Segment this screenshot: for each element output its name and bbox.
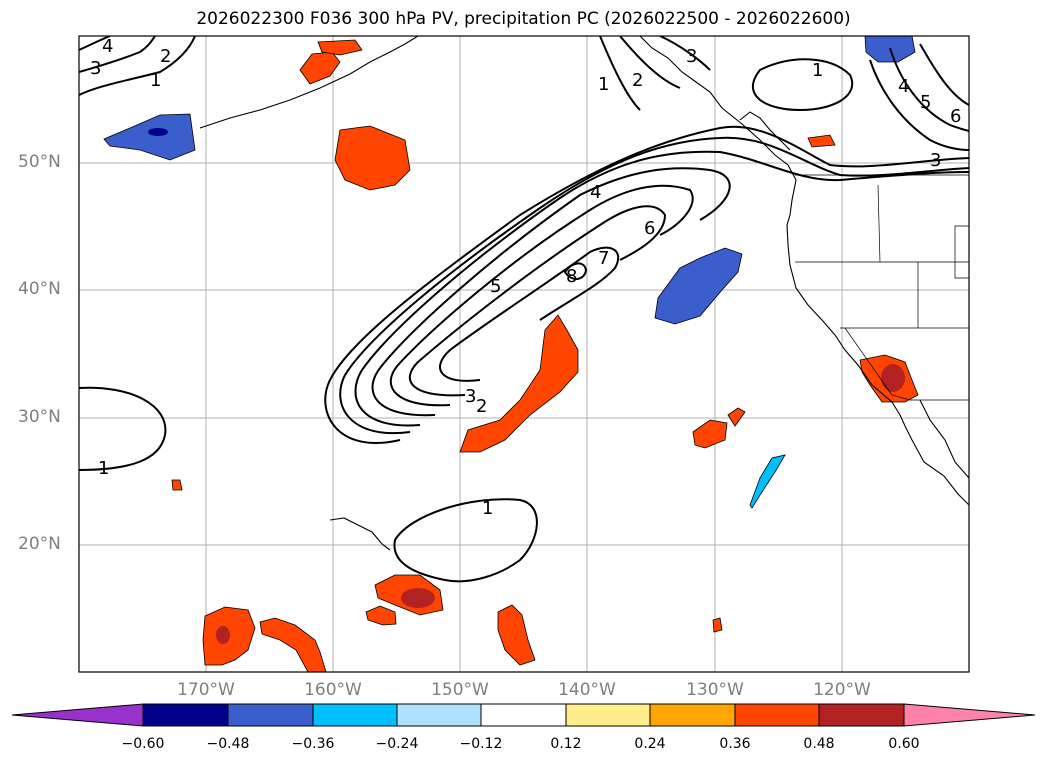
- pv-contour-3: [354, 150, 969, 427]
- pv-label: 3: [465, 386, 476, 407]
- pos-band-frontal: [459, 314, 579, 453]
- neg-blob-aleutian: [103, 113, 196, 161]
- pv-label: 1: [482, 498, 493, 519]
- neg-streak-south: [749, 454, 786, 509]
- pv-contour-n-2: [619, 36, 681, 89]
- pv-labels: 1 2 3 4 5 6 3 1 1 2 3 4 5 6 7 8 4 3 2 1 …: [90, 36, 961, 519]
- lon-label: 120°W: [813, 680, 871, 700]
- pv-contour-6: [408, 205, 667, 397]
- graticule: [79, 36, 969, 672]
- pv-contour-4: [371, 167, 731, 417]
- colorbar-tick-label: 0.48: [803, 736, 835, 752]
- pv-contour-nw-3: [79, 36, 111, 51]
- pv-label: 3: [930, 150, 941, 171]
- colorbar-tick-label: 0.24: [634, 736, 666, 752]
- pv-label: 5: [920, 92, 931, 113]
- lon-label: 140°W: [558, 680, 616, 700]
- map-frame: [78, 35, 970, 673]
- pv-label: 6: [644, 218, 655, 239]
- pv-label: 4: [898, 76, 909, 97]
- lat-label: 20°N: [18, 534, 61, 554]
- pv-contours: [79, 36, 969, 583]
- lon-label: 130°W: [686, 680, 744, 700]
- pv-contour-5: [389, 184, 694, 407]
- neg-blob-east-pacific: [654, 247, 743, 325]
- lat-label: 30°N: [18, 407, 61, 427]
- pv-label: 4: [590, 182, 601, 203]
- pv-label: 3: [90, 58, 101, 79]
- map-panel: 1 2 3 4 5 6 3 1 1 2 3 4 5 6 7 8 4 3 2 1 …: [79, 36, 969, 672]
- pv-label: 6: [950, 106, 961, 127]
- pv-label: 7: [598, 248, 609, 269]
- colorbar-bin: [734, 703, 820, 727]
- colorbar-tick-label: −0.36: [291, 736, 335, 752]
- baja-gulf-coast: [919, 399, 969, 479]
- pv-contour-1: [324, 125, 969, 444]
- lon-label: 170°W: [177, 680, 235, 700]
- pv-contour-west: [79, 386, 167, 471]
- colorbar-bin: [818, 703, 905, 727]
- pv-label: 2: [476, 396, 487, 417]
- lat-label: 40°N: [18, 279, 61, 299]
- coastlines: [199, 36, 969, 551]
- colorbar-tick-label: −0.48: [206, 736, 250, 752]
- pv-contour-n-3: [659, 36, 711, 71]
- colorbar-tick-label: −0.60: [121, 736, 165, 752]
- pv-label: 1: [598, 74, 609, 95]
- colorbar-tick-label: −0.24: [375, 736, 419, 752]
- pv-contour-8: [563, 262, 588, 280]
- lon-label: 150°W: [431, 680, 489, 700]
- colorbar-bin: [396, 703, 482, 727]
- pv-contour-south: [393, 498, 538, 583]
- pv-contour-north-high: [752, 58, 853, 112]
- colorbar-tick-label: −0.12: [459, 736, 503, 752]
- pv-contour-ne-5: [889, 47, 969, 132]
- pv-label: 5: [490, 276, 501, 297]
- pv-label: 2: [632, 70, 643, 91]
- lat-label: 50°N: [18, 152, 61, 172]
- state-borders: [795, 184, 969, 401]
- map-title: 2026022300 F036 300 hPa PV, precipitatio…: [196, 9, 851, 29]
- pv-contour-n-1: [599, 36, 641, 111]
- pos-blob-south-central: [497, 604, 536, 666]
- colorbar-bin: [480, 703, 567, 727]
- colorbar-extend-low: [11, 703, 144, 727]
- aleutian-chain: [199, 36, 419, 129]
- pv-label: 1: [98, 458, 109, 479]
- pv-contour-nw-1: [79, 36, 196, 96]
- north-america-coast: [639, 36, 969, 506]
- pv-label: 4: [102, 36, 113, 57]
- pv-contour-ne-6: [919, 43, 969, 106]
- pos-blob-north-pacific: [334, 125, 411, 191]
- colorbar-tick-label: 0.60: [888, 736, 920, 752]
- pv-label: 3: [686, 46, 697, 67]
- pv-contour-nw-2: [79, 36, 156, 73]
- colorbar-bin: [227, 703, 314, 727]
- pv-contour-ne-4: [869, 59, 969, 151]
- pv-label: 1: [812, 60, 823, 81]
- colorbar-bin: [142, 703, 229, 727]
- colorbar-tick-label: 0.36: [719, 736, 751, 752]
- pv-label: 1: [150, 70, 161, 91]
- hawaiian-islands: [329, 517, 391, 551]
- colorbar-tick-label: 0.12: [550, 736, 582, 752]
- lon-label: 160°W: [304, 680, 362, 700]
- colorbar-extend-high: [903, 703, 1036, 727]
- colorbar-bin: [312, 703, 398, 727]
- precip-shading: [103, 36, 919, 672]
- pv-contour-2: [339, 136, 969, 435]
- colorbar-bin: [649, 703, 736, 727]
- colorbar-bin: [565, 703, 651, 727]
- pv-label: 2: [160, 46, 171, 67]
- pv-label: 8: [566, 266, 577, 287]
- colorbar: [11, 703, 1036, 727]
- canada-islands: [739, 111, 791, 151]
